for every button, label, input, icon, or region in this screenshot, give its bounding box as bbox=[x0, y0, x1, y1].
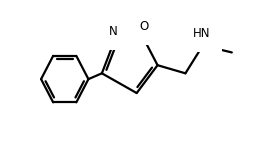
Text: O: O bbox=[139, 20, 148, 33]
Text: HN: HN bbox=[193, 27, 210, 40]
Text: N: N bbox=[109, 25, 118, 38]
